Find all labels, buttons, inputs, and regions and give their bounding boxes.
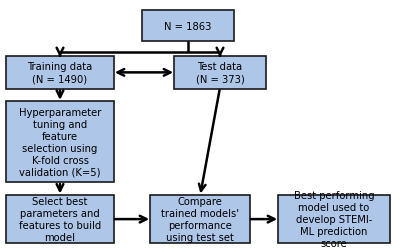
Text: Compare
trained models'
performance
using test set: Compare trained models' performance usin… [161,196,239,242]
FancyBboxPatch shape [6,195,114,243]
Text: Training data
(N = 1490): Training data (N = 1490) [27,62,93,84]
Text: Best performing
model used to
develop STEMI-
ML prediction
score: Best performing model used to develop ST… [294,190,374,248]
FancyBboxPatch shape [6,57,114,89]
Text: Test data
(N = 373): Test data (N = 373) [196,62,244,84]
Text: Select best
parameters and
features to build
model: Select best parameters and features to b… [19,196,101,242]
FancyBboxPatch shape [174,57,266,89]
FancyBboxPatch shape [150,195,250,243]
Text: Hyperparameter
tuning and
feature
selection using
K-fold cross
validation (K=5): Hyperparameter tuning and feature select… [19,108,101,177]
FancyBboxPatch shape [142,11,234,42]
FancyBboxPatch shape [278,195,390,243]
FancyBboxPatch shape [6,102,114,183]
Text: N = 1863: N = 1863 [164,21,212,32]
